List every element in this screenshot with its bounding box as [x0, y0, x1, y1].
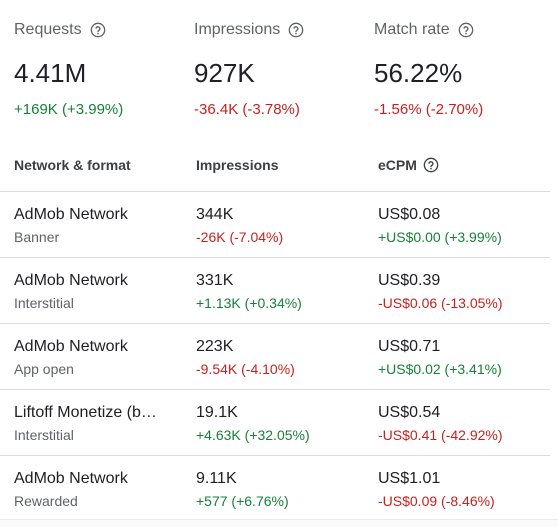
ecpm-value: US$0.71 [378, 338, 441, 355]
metric-label: Requests [14, 21, 82, 38]
impressions-value: 9.11K [196, 470, 237, 487]
help-circle-icon[interactable] [458, 22, 474, 38]
ad-format: App open [14, 361, 74, 377]
impressions-cell: 9.11K +577 (+6.76%) [196, 469, 366, 510]
ad-format: Banner [14, 229, 60, 245]
network-cell: Liftoff Monetize (b… Interstitial [14, 403, 184, 444]
metric-delta: -36.4K (-3.78%) [194, 101, 300, 118]
impressions-value: 344K [196, 206, 234, 223]
ecpm-value: US$1.01 [378, 470, 441, 487]
metric-label: Impressions [194, 21, 281, 38]
impressions-value: 331K [196, 272, 234, 289]
network-name: AdMob Network [14, 272, 128, 289]
ecpm-delta: -US$0.41 (-42.92%) [378, 427, 503, 443]
table-row[interactable]: AdMob Network Rewarded 9.11K +577 (+6.76… [0, 456, 550, 521]
ecpm-cell: US$1.01 -US$0.09 (-8.46%) [378, 469, 553, 510]
network-name: AdMob Network [14, 470, 128, 487]
ecpm-value: US$0.39 [378, 272, 441, 289]
table-row[interactable]: AdMob Network App open 223K -9.54K (-4.1… [0, 324, 550, 390]
ecpm-cell: US$0.08 +US$0.00 (+3.99%) [378, 205, 553, 246]
network-cell: AdMob Network App open [14, 337, 184, 378]
column-header-ecpm-label: eCPM [378, 157, 417, 173]
network-name: Liftoff Monetize (b… [14, 404, 157, 421]
ecpm-delta: +US$0.02 (+3.41%) [378, 361, 502, 377]
column-header-network[interactable]: Network & format [14, 157, 131, 173]
ad-format: Interstitial [14, 427, 74, 443]
impressions-cell: 344K -26K (-7.04%) [196, 205, 366, 246]
network-cell: AdMob Network Rewarded [14, 469, 184, 510]
impressions-delta: +4.63K (+32.05%) [196, 427, 310, 443]
table-row[interactable]: AdMob Network Interstitial 331K +1.13K (… [0, 258, 550, 324]
column-header-ecpm[interactable]: eCPM [378, 157, 439, 173]
summary-metrics: Requests 4.41M +169K (+3.99%) Impression… [0, 0, 558, 140]
network-name: AdMob Network [14, 206, 128, 223]
table-row[interactable]: Liftoff Monetize (b… Interstitial 19.1K … [0, 390, 550, 456]
metric-label: Match rate [374, 21, 450, 38]
impressions-delta: -9.54K (-4.10%) [196, 361, 295, 377]
table-row[interactable]: AdMob Network Banner 344K -26K (-7.04%) … [0, 192, 550, 258]
impressions-value: 19.1K [196, 404, 238, 421]
impressions-cell: 19.1K +4.63K (+32.05%) [196, 403, 366, 444]
metric-label-row: Requests [14, 21, 106, 39]
metric-label-row: Impressions [194, 21, 304, 39]
ecpm-cell: US$0.54 -US$0.41 (-42.92%) [378, 403, 553, 444]
impressions-cell: 223K -9.54K (-4.10%) [196, 337, 366, 378]
metric-value: 4.41M [14, 58, 87, 88]
impressions-delta: +577 (+6.76%) [196, 493, 289, 509]
table-header: Network & format Impressions eCPM [0, 140, 550, 192]
metric-delta: -1.56% (-2.70%) [374, 101, 484, 118]
help-circle-icon[interactable] [90, 22, 106, 38]
help-circle-icon[interactable] [423, 157, 439, 173]
impressions-cell: 331K +1.13K (+0.34%) [196, 271, 366, 312]
network-cell: AdMob Network Banner [14, 205, 184, 246]
ad-format: Rewarded [14, 493, 78, 509]
card-footer-edge [0, 519, 558, 527]
ecpm-delta: +US$0.00 (+3.99%) [378, 229, 502, 245]
impressions-value: 223K [196, 338, 234, 355]
metric-label-row: Match rate [374, 21, 474, 39]
network-name: AdMob Network [14, 338, 128, 355]
ecpm-cell: US$0.71 +US$0.02 (+3.41%) [378, 337, 553, 378]
metric-value: 56.22% [374, 58, 463, 88]
ecpm-delta: -US$0.06 (-13.05%) [378, 295, 503, 311]
ecpm-value: US$0.54 [378, 404, 441, 421]
column-header-impressions[interactable]: Impressions [196, 157, 279, 173]
ecpm-value: US$0.08 [378, 206, 441, 223]
ad-format: Interstitial [14, 295, 74, 311]
help-circle-icon[interactable] [288, 22, 304, 38]
network-cell: AdMob Network Interstitial [14, 271, 184, 312]
impressions-delta: +1.13K (+0.34%) [196, 295, 302, 311]
ecpm-cell: US$0.39 -US$0.06 (-13.05%) [378, 271, 553, 312]
impressions-delta: -26K (-7.04%) [196, 229, 284, 245]
metric-value: 927K [194, 58, 255, 88]
network-format-table: Network & format Impressions eCPM AdMob … [0, 140, 550, 521]
ecpm-delta: -US$0.09 (-8.46%) [378, 493, 495, 509]
metric-delta: +169K (+3.99%) [14, 101, 124, 118]
